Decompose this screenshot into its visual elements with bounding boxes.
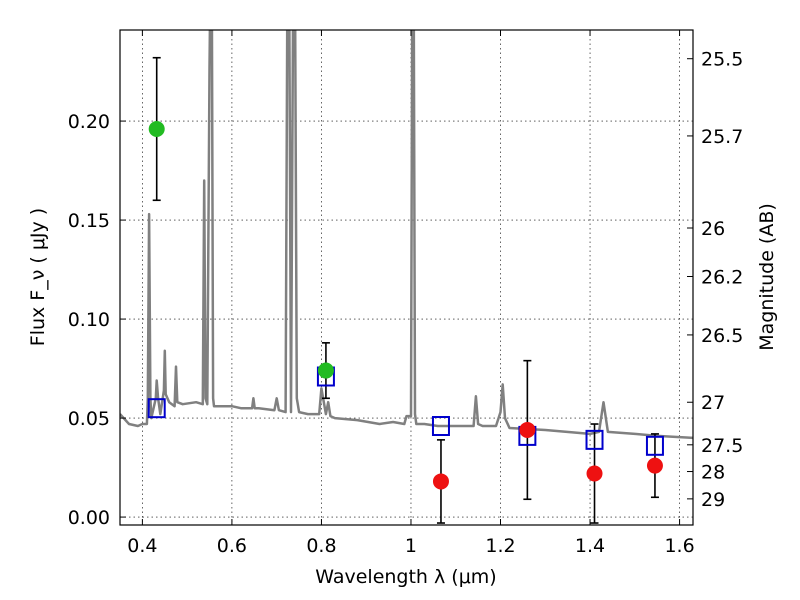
y-tick-label: 0.20 [68,111,110,133]
red-data-point [519,421,536,438]
x-tick-label: 1.2 [485,535,515,557]
model-photometry-square [585,429,604,450]
x-tick-label: 0.6 [217,535,247,557]
model-photometry-square [645,435,664,456]
right-tick-label: 28 [701,462,725,484]
y-tick-label: 0.15 [68,210,110,232]
right-tick-label: 29 [701,489,725,511]
y-tick-label: 0.05 [68,408,110,430]
right-tick-label: 25.5 [701,49,743,71]
red-data-point [646,457,663,474]
green-data-point [148,121,165,137]
plot-area [120,30,693,524]
red-data-point [432,473,449,490]
y-axis-label: Flux F_ν ( μJy ) [27,208,49,346]
right-axis-label: Magnitude (AB) [756,203,778,351]
y-tick-label: 0.10 [68,309,110,331]
y-tick-label: 0.00 [68,507,110,529]
x-tick-label: 0.4 [127,535,157,557]
red-data-point [586,465,603,482]
x-axis-label: Wavelength λ (μm) [315,566,496,588]
x-tick-label: 0.8 [306,535,336,557]
right-tick-label: 27 [701,392,725,414]
model-photometry-square [147,398,166,419]
plot-frame [119,29,694,526]
axes: 0.4 0.6 0.8 1 1.2 1.4 1.6 0.00 0.05 0.10 0.15 0.20 2… [68,30,743,557]
model-photometry-square [431,416,450,436]
x-tick-label: 1.6 [664,535,694,557]
right-tick-label: 25.7 [701,126,743,148]
right-tick-label: 26.5 [701,325,743,347]
green-data-point [317,362,334,379]
x-tick-label: 1.4 [575,535,605,557]
right-tick-label: 27.5 [701,435,743,457]
model-spectrum-line [120,30,693,440]
right-tick-label: 26 [701,218,725,240]
right-tick-label: 26.2 [701,267,743,289]
x-tick-label: 1 [405,535,417,557]
